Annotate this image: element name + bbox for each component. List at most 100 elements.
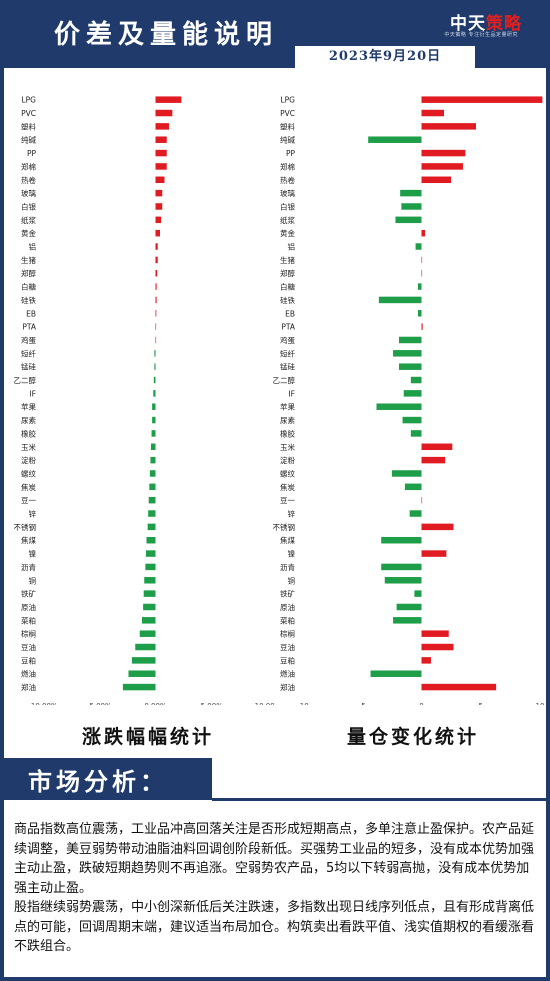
bar — [152, 403, 156, 410]
x-tick-label: 0.00% — [144, 702, 167, 705]
category-label: 锌 — [29, 509, 37, 519]
header-banner: 价差及量能说明 中天策略 中天策略 专注衍生品定量研究 2023年9月20日 — [0, 0, 550, 68]
category-label: 螺纹 — [21, 468, 36, 478]
bar — [145, 563, 156, 571]
x-tick-label: 10 — [536, 702, 545, 705]
category-label: 黄金 — [280, 228, 295, 238]
bar — [417, 310, 422, 317]
bar — [142, 617, 156, 624]
category-label: PVC — [280, 109, 295, 118]
category-label: 白糖 — [21, 282, 36, 292]
brand-main: 中天 — [450, 14, 486, 34]
bar — [421, 269, 423, 277]
bar — [421, 256, 423, 264]
category-label: 豆一 — [280, 496, 295, 505]
bar — [421, 229, 426, 237]
category-label: 焦炭 — [21, 482, 36, 492]
category-label: 豆粕 — [21, 655, 36, 665]
category-label: 纯碱 — [280, 135, 295, 145]
bar — [417, 283, 422, 290]
x-tick-label: 10.00% — [255, 702, 274, 705]
category-label: 玉米 — [280, 442, 295, 452]
category-label: 不锈钢 — [273, 522, 296, 532]
category-label: LPG — [21, 96, 36, 105]
bar — [155, 176, 165, 184]
category-label: 燃油 — [21, 669, 36, 679]
bar — [398, 336, 422, 344]
category-label: 淀粉 — [21, 455, 36, 465]
x-tick-label: 5.00% — [201, 702, 224, 705]
brand-logo: 中天策略 — [450, 9, 522, 34]
category-label: 黄金 — [21, 228, 36, 238]
category-label: 玻璃 — [280, 188, 295, 198]
category-label: 乙二醇 — [273, 375, 296, 385]
category-label: 豆粕 — [280, 655, 295, 665]
category-label: 橡胶 — [280, 428, 295, 438]
bar — [421, 323, 423, 330]
bar — [421, 109, 445, 117]
category-label: 沥青 — [21, 562, 36, 572]
bar — [393, 617, 422, 624]
bar — [153, 376, 156, 384]
x-tick-label: -10.00% — [28, 702, 58, 705]
price-change-caption: 涨跌幅幅统计 — [82, 726, 215, 748]
bar — [421, 443, 453, 451]
bar — [410, 376, 422, 384]
category-label: 短纤 — [280, 348, 295, 358]
page-title: 价差及量能说明 — [54, 20, 279, 50]
bar — [155, 310, 157, 317]
bar — [147, 523, 156, 531]
bar — [414, 590, 422, 597]
bar — [153, 390, 156, 397]
market-analysis-text: 商品指数高位震荡，工业品冲高回落关注是否形成短期高点，多单注意止盈保护。农产品延… — [14, 820, 538, 957]
category-label: 郑醇 — [21, 268, 36, 278]
category-label: 菜粕 — [280, 615, 295, 625]
category-label: PTA — [22, 323, 37, 332]
category-label: 乙二醇 — [14, 375, 36, 385]
bar — [149, 470, 156, 477]
bar — [393, 350, 422, 357]
category-label: IF — [29, 389, 36, 398]
category-label: 铜 — [29, 575, 37, 585]
bar — [384, 577, 422, 584]
bar — [401, 203, 422, 210]
bar — [421, 630, 449, 637]
bar — [122, 683, 156, 691]
bar — [410, 430, 422, 437]
x-tick-label: -5.00% — [87, 702, 112, 705]
category-label: 铁矿 — [21, 589, 36, 599]
bar — [421, 456, 446, 464]
bar — [155, 149, 167, 157]
bar — [145, 550, 156, 557]
bar — [376, 403, 422, 410]
category-label: PP — [286, 149, 296, 158]
bar — [155, 269, 158, 277]
volume-oi-caption: 量仓变化统计 — [347, 726, 480, 748]
bar — [151, 430, 156, 437]
bar — [155, 283, 157, 290]
bar — [368, 136, 422, 143]
category-label: 生猪 — [280, 255, 295, 265]
bar — [421, 123, 477, 130]
category-label: 豆油 — [280, 642, 295, 652]
bar — [135, 643, 156, 651]
brand-slogan: 中天策略 专注衍生品定量研究 — [444, 32, 518, 38]
category-label: 郑棉 — [280, 161, 295, 171]
category-label: 橡胶 — [21, 428, 36, 438]
bar — [395, 216, 422, 224]
bar — [400, 189, 422, 197]
bar — [409, 510, 422, 517]
bar — [421, 496, 423, 504]
category-label: 热卷 — [280, 175, 295, 185]
category-label: 生猪 — [21, 255, 36, 265]
x-tick-label: -5 — [359, 702, 366, 705]
category-label: 铁矿 — [280, 589, 295, 599]
bar — [151, 443, 156, 451]
bar — [155, 189, 163, 197]
bar — [378, 296, 422, 304]
category-label: 郑油 — [280, 682, 295, 692]
category-label: 郑醇 — [280, 268, 295, 278]
bar — [155, 256, 158, 264]
category-label: 郑油 — [21, 682, 36, 692]
